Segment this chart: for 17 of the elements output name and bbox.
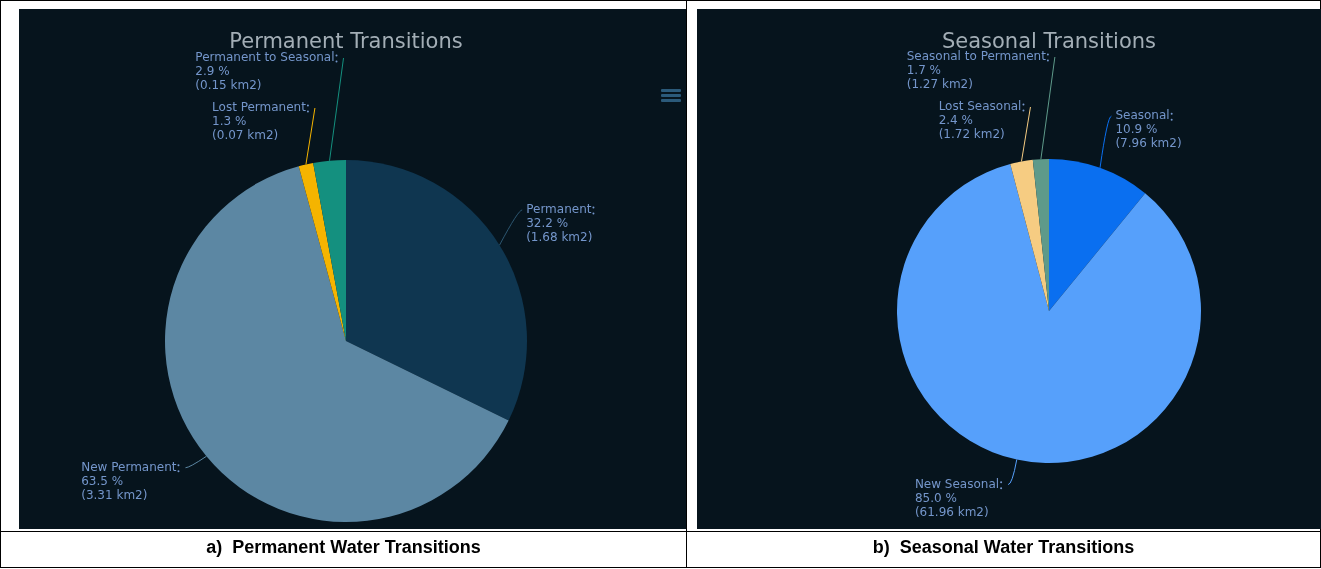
data-label: 2.4 % (1.72 km2) <box>938 113 1005 142</box>
slice-label: Seasonal <box>1115 108 1170 123</box>
slice-label: New Permanent <box>81 459 177 474</box>
data-label: 10.9 % (7.96 km2) <box>1115 122 1182 151</box>
data-label: 1.3 % (0.07 km2) <box>212 114 279 143</box>
slice-label: Permanent <box>526 202 592 217</box>
slice-label: Lost Permanent <box>212 100 307 115</box>
slice-label: New Seasonal <box>914 476 1000 491</box>
text: a) Permanent Water Transitions <box>205 537 482 558</box>
data-label: 2.9 % (0.15 km2) <box>195 64 262 93</box>
slice-label: Permanent to Seasonal <box>195 50 335 65</box>
slice-label: Lost Seasonal <box>938 99 1022 114</box>
data-label: 32.2 % (1.68 km2) <box>526 216 593 245</box>
data-label: 1.7 % (1.27 km2) <box>906 63 973 92</box>
data-label: 63.5 % (3.31 km2) <box>81 473 148 502</box>
text: b) Seasonal Water Transitions <box>871 537 1136 558</box>
data-label: 85.0 % (61.96 km2) <box>914 490 989 519</box>
